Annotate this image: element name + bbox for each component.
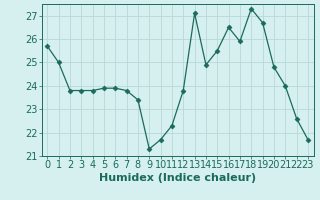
X-axis label: Humidex (Indice chaleur): Humidex (Indice chaleur) [99,173,256,183]
